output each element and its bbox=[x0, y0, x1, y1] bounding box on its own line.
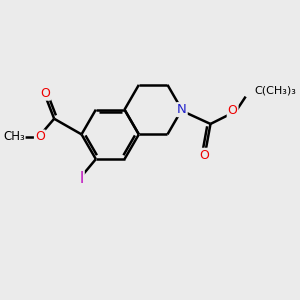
Text: I: I bbox=[80, 171, 84, 186]
Text: O: O bbox=[228, 104, 238, 117]
Text: N: N bbox=[177, 103, 187, 116]
Text: O: O bbox=[40, 87, 50, 100]
Text: C(CH₃)₃: C(CH₃)₃ bbox=[255, 85, 297, 95]
Text: O: O bbox=[35, 130, 45, 143]
Text: O: O bbox=[199, 149, 209, 162]
Text: CH₃: CH₃ bbox=[3, 130, 25, 143]
